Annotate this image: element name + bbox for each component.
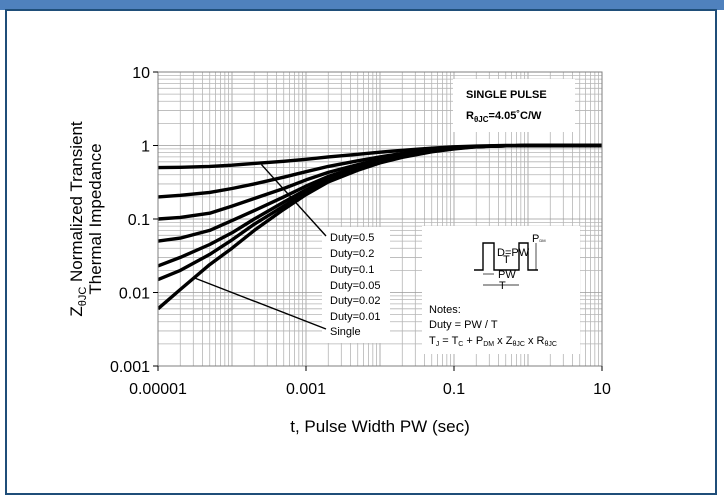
legend-label-duty-0-1: Duty=0.1 <box>330 264 374 276</box>
rth-label: RθJC=4.05˚C/W <box>466 110 542 124</box>
legend: Duty=0.5 Duty=0.2 Duty=0.1 Duty=0.05 Duty=0.… <box>330 232 380 338</box>
y-tick-label: 1 <box>141 139 150 156</box>
y-axis-title-line1: ZθJC Normalized Transient <box>67 121 89 317</box>
x-axis-title: t, Pulse Width PW (sec) <box>290 417 469 436</box>
y-tick-label: 0.1 <box>128 212 150 229</box>
notes-duty: Duty = PW / T <box>429 319 498 331</box>
single-pulse-box <box>453 79 575 132</box>
y-tick-label: 0.001 <box>110 359 150 376</box>
notes-box <box>422 226 580 354</box>
y-tick-label: 0.01 <box>119 286 150 303</box>
legend-label-single: Single <box>330 326 361 338</box>
leader-line-single <box>193 276 327 330</box>
legend-label-duty-0-5: Duty=0.5 <box>330 232 374 244</box>
series-line-single <box>158 143 602 311</box>
x-tick-label: 10 <box>593 381 611 398</box>
legend-label-duty-0-01: Duty=0.01 <box>330 311 380 323</box>
duty-fraction-denominator: T <box>503 254 510 266</box>
legend-label-duty-0-05: Duty=0.05 <box>330 280 380 292</box>
duty-fraction-label: D=PW <box>497 247 530 259</box>
pulse-diagram <box>474 242 538 286</box>
legend-box <box>322 227 390 343</box>
x-tick-label: 0.00001 <box>129 381 187 398</box>
pw-label: PW <box>498 269 516 281</box>
legend-label-duty-0-02: Duty=0.02 <box>330 295 380 307</box>
series-group <box>158 143 602 311</box>
single-pulse-title: SINGLE PULSE <box>466 89 547 101</box>
x-tick-label: 0.1 <box>443 381 465 398</box>
notes-title: Notes: <box>429 304 461 316</box>
notes-equation: TJ = TC + PDM x ZθJC x RθJC <box>429 335 557 348</box>
window-header-bar <box>0 0 724 10</box>
axes: 10 1 0.1 0.01 0.001 0.00001 0.001 0.1 10 <box>110 65 611 398</box>
y-axis-title-line2: Thermal Impedance <box>86 143 105 294</box>
x-tick-label: 0.001 <box>286 381 326 398</box>
pdm-label: PDM <box>532 233 546 245</box>
legend-label-duty-0-2: Duty=0.2 <box>330 248 374 260</box>
period-label: T <box>499 280 506 292</box>
y-tick-label: 10 <box>132 65 150 82</box>
